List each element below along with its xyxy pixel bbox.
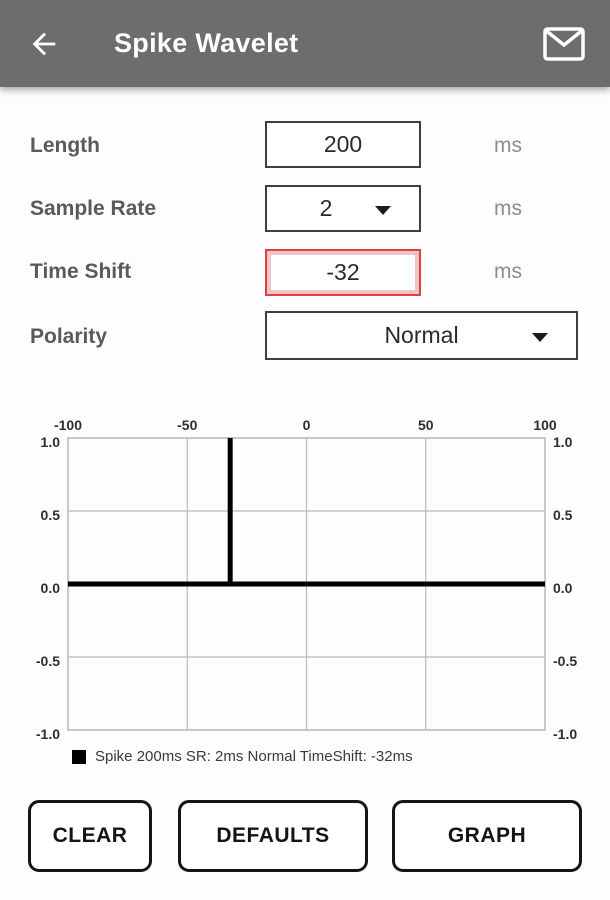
chart-legend: Spike 200ms SR: 2ms Normal TimeShift: -3…	[72, 748, 413, 765]
svg-text:-0.5: -0.5	[36, 653, 60, 669]
svg-text:-100: -100	[54, 417, 82, 433]
clear-button[interactable]: CLEAR	[28, 800, 152, 872]
legend-swatch	[72, 749, 86, 764]
chevron-down-icon	[532, 332, 548, 342]
svg-text:100: 100	[533, 417, 557, 433]
svg-text:-50: -50	[177, 417, 197, 433]
polarity-label: Polarity	[30, 325, 108, 348]
mail-button[interactable]	[540, 20, 588, 68]
sample-rate-unit: ms	[494, 197, 522, 220]
length-unit: ms	[494, 134, 522, 157]
svg-text:0.5: 0.5	[41, 507, 61, 523]
polarity-dropdown[interactable]: Normal	[265, 311, 578, 360]
page-title: Spike Wavelet	[114, 28, 299, 58]
length-label: Length	[30, 134, 100, 157]
svg-text:0.0: 0.0	[553, 580, 573, 596]
svg-text:0.0: 0.0	[41, 580, 61, 596]
svg-text:50: 50	[418, 417, 434, 433]
svg-text:-1.0: -1.0	[36, 726, 60, 742]
app-bar: Spike Wavelet	[0, 0, 610, 87]
envelope-icon	[543, 27, 585, 61]
graph-button[interactable]: GRAPH	[392, 800, 582, 872]
chevron-down-icon	[375, 205, 391, 215]
sample-rate-label: Sample Rate	[30, 197, 157, 220]
length-input[interactable]: 200	[265, 121, 421, 168]
time-shift-unit: ms	[494, 260, 522, 283]
svg-text:1.0: 1.0	[553, 434, 573, 450]
sample-rate-dropdown[interactable]: 2	[265, 185, 421, 232]
back-button[interactable]	[22, 22, 66, 66]
svg-text:0.5: 0.5	[553, 507, 573, 523]
polarity-value: Normal	[384, 322, 459, 348]
time-shift-input[interactable]: -32	[265, 249, 421, 296]
arrow-left-icon	[32, 32, 56, 56]
sample-rate-value: 2	[319, 195, 333, 221]
time-shift-label: Time Shift	[30, 260, 132, 283]
svg-text:-1.0: -1.0	[553, 726, 577, 742]
svg-text:-0.5: -0.5	[553, 653, 577, 669]
svg-text:0: 0	[303, 417, 311, 433]
legend-label: Spike 200ms SR: 2ms Normal TimeShift: -3…	[95, 748, 413, 765]
defaults-button[interactable]: DEFAULTS	[178, 800, 368, 872]
svg-text:1.0: 1.0	[41, 434, 61, 450]
